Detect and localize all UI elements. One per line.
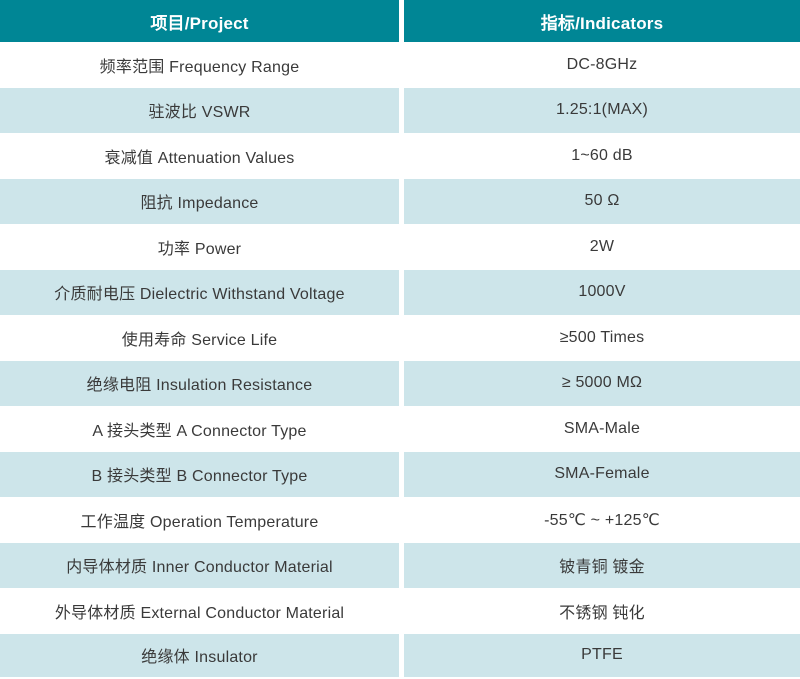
project-cell: 功率 Power — [0, 224, 399, 270]
indicator-cell: 50 Ω — [404, 178, 800, 224]
indicator-cell: ≥ 5000 MΩ — [404, 360, 800, 406]
indicator-cell: 1~60 dB — [404, 133, 800, 179]
project-cell: 频率范围 Frequency Range — [0, 42, 399, 88]
table-row-power: 功率 Power 2W — [0, 224, 800, 270]
table-row-operation-temperature: 工作温度 Operation Temperature -55℃ ~ +125℃ — [0, 497, 800, 543]
table-row-service-life: 使用寿命 Service Life ≥500 Times — [0, 315, 800, 361]
project-cell: 绝缘电阻 Insulation Resistance — [0, 360, 399, 406]
table-row-vswr: 驻波比 VSWR 1.25:1(MAX) — [0, 87, 800, 133]
table-row-a-connector-type: A 接头类型 A Connector Type SMA-Male — [0, 406, 800, 452]
project-cell: B 接头类型 B Connector Type — [0, 451, 399, 497]
table-row-dielectric-voltage: 介质耐电压 Dielectric Withstand Voltage 1000V — [0, 269, 800, 315]
table-row-external-conductor: 外导体材质 External Conductor Material 不锈钢 钝化 — [0, 588, 800, 634]
indicator-cell: DC-8GHz — [404, 42, 800, 88]
indicator-cell: -55℃ ~ +125℃ — [404, 497, 800, 543]
project-cell: 外导体材质 External Conductor Material — [0, 588, 399, 634]
table-row-insulation-resistance: 绝缘电阻 Insulation Resistance ≥ 5000 MΩ — [0, 360, 800, 406]
indicator-cell: 2W — [404, 224, 800, 270]
indicator-cell: 不锈钢 钝化 — [404, 588, 800, 634]
project-cell: 衰减值 Attenuation Values — [0, 133, 399, 179]
project-cell: 绝缘体 Insulator — [0, 633, 399, 677]
table-row-b-connector-type: B 接头类型 B Connector Type SMA-Female — [0, 451, 800, 497]
indicator-cell: 铍青铜 镀金 — [404, 542, 800, 588]
table-row-frequency-range: 频率范围 Frequency Range DC-8GHz — [0, 42, 800, 88]
project-cell: 工作温度 Operation Temperature — [0, 497, 399, 543]
indicator-cell: SMA-Male — [404, 406, 800, 452]
indicator-cell: SMA-Female — [404, 451, 800, 497]
table-header: 项目/Project 指标/Indicators — [0, 0, 800, 42]
project-cell: 使用寿命 Service Life — [0, 315, 399, 361]
project-cell: 内导体材质 Inner Conductor Material — [0, 542, 399, 588]
indicator-cell: ≥500 Times — [404, 315, 800, 361]
table-row-impedance: 阻抗 Impedance 50 Ω — [0, 178, 800, 224]
header-project: 项目/Project — [0, 0, 399, 42]
project-cell: 介质耐电压 Dielectric Withstand Voltage — [0, 269, 399, 315]
project-cell: 驻波比 VSWR — [0, 87, 399, 133]
table-row-attenuation: 衰减值 Attenuation Values 1~60 dB — [0, 133, 800, 179]
table-row-inner-conductor: 内导体材质 Inner Conductor Material 铍青铜 镀金 — [0, 542, 800, 588]
indicator-cell: PTFE — [404, 633, 800, 677]
project-cell: A 接头类型 A Connector Type — [0, 406, 399, 452]
project-cell: 阻抗 Impedance — [0, 178, 399, 224]
indicator-cell: 1000V — [404, 269, 800, 315]
header-indicators: 指标/Indicators — [404, 0, 800, 42]
indicator-cell: 1.25:1(MAX) — [404, 87, 800, 133]
table-row-insulator: 绝缘体 Insulator PTFE — [0, 633, 800, 677]
